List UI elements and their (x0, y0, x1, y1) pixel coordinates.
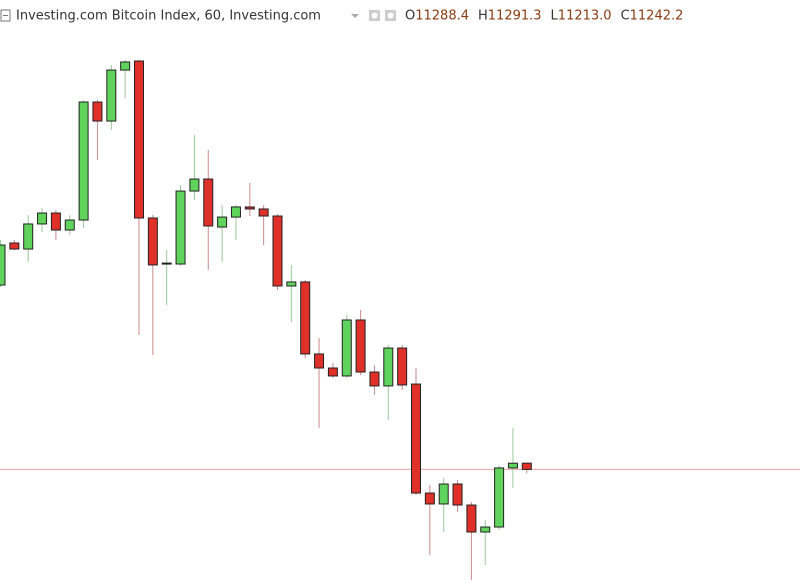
candle-body (134, 60, 144, 219)
ohlc-key: C (621, 9, 630, 24)
candle-body (452, 483, 463, 506)
candle-body (494, 467, 505, 528)
candle-body (175, 190, 186, 265)
candle-body (9, 242, 20, 250)
eye-icon-dot (371, 12, 378, 19)
candle-body (480, 526, 491, 533)
candle-body (438, 483, 449, 505)
candle-body (314, 353, 325, 369)
ohlc-key: H (478, 9, 488, 24)
candle-body (37, 212, 48, 225)
candle-body (424, 492, 435, 505)
ohlc-value: 11213.0 (558, 9, 612, 24)
candle-body (120, 61, 131, 71)
candle-body (272, 215, 283, 287)
candle-body (466, 504, 477, 533)
candle-body (258, 208, 269, 217)
candle-body (383, 347, 394, 387)
candle-body (147, 217, 158, 266)
candle-body (50, 212, 61, 231)
candle-body (0, 244, 6, 286)
candle-body (78, 101, 89, 221)
plot-area (0, 59, 800, 581)
candle-body (189, 178, 200, 192)
ohlc-legend: O 11288.4 H 11291.3 L 11213.0 C 11242.2 (405, 9, 683, 24)
candle-body (521, 462, 532, 470)
dropdown-arrow[interactable] (351, 14, 359, 18)
candle-body (244, 206, 255, 210)
candle-body (341, 319, 352, 377)
ohlc-value: 11291.3 (488, 9, 542, 24)
header: Investing.com Bitcoin Index, 60, Investi… (0, 9, 683, 24)
candle-body (217, 216, 228, 228)
candle-body (64, 219, 75, 231)
candle-body (300, 281, 311, 355)
candle-body (230, 206, 241, 218)
settings-icon-dot (387, 12, 394, 19)
chart-title: Investing.com Bitcoin Index, 60, Investi… (16, 9, 321, 24)
collapse-icon[interactable] (0, 9, 11, 22)
candle-body (23, 223, 34, 250)
ohlc-value: 11242.2 (630, 9, 684, 24)
ohlc-key: O (405, 9, 415, 24)
candle-body (507, 462, 518, 469)
candle-body (203, 178, 214, 227)
candle-body (286, 281, 297, 287)
candle-body (161, 262, 172, 265)
candle-body (369, 371, 380, 387)
candle-body (92, 101, 103, 122)
candle-body (397, 347, 408, 386)
ohlc-value: 11288.4 (415, 9, 469, 24)
candle-body (327, 367, 338, 377)
ohlc-key: L (551, 9, 559, 24)
candle-body (355, 319, 366, 373)
candle-body (411, 383, 421, 494)
candle-body (106, 69, 117, 122)
